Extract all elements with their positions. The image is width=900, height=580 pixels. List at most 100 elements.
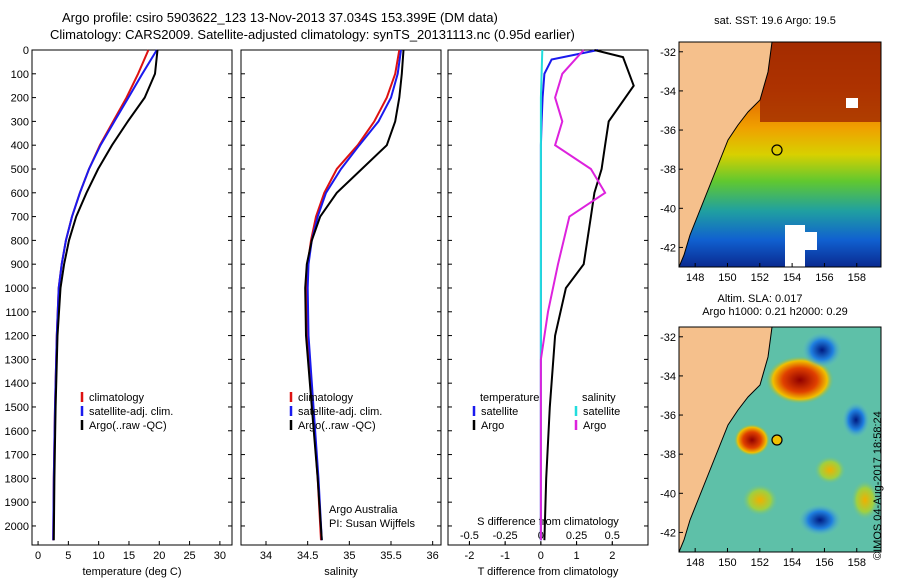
ytick-label: 600 [11, 188, 29, 200]
ytick-label: 1100 [5, 307, 29, 319]
salinity-frame [240, 49, 442, 546]
ytick-label: 1200 [5, 331, 29, 343]
xtick-label: 34 [260, 550, 272, 562]
ytick-label: 1800 [5, 473, 29, 485]
sla-map-title: Altim. SLA: 0.017 [718, 293, 803, 305]
sla-eddy-warm-4 [742, 484, 778, 516]
map-xtick-label: 154 [783, 557, 801, 569]
s-tick-label: -0.25 [493, 530, 518, 542]
ytick-label: 0 [23, 45, 29, 57]
xtick-label: -1 [500, 550, 510, 562]
difference-series-t-argo [543, 49, 635, 541]
sla-map-frame [678, 326, 882, 553]
legend-label: satellite [481, 406, 518, 418]
ytick-label: 2000 [5, 521, 29, 533]
legend-label: satellite-adj. clim. [298, 406, 382, 418]
map-ytick-label: -40 [660, 203, 676, 215]
temperature-panel: 0100200300400500600700800900100011001200… [5, 45, 233, 578]
legend-label: Argo [481, 420, 504, 432]
legend-header-temperature: temperature [480, 392, 539, 404]
sla-eddy-cold-1 [802, 332, 842, 368]
s-tick-label: 0.25 [566, 530, 587, 542]
sst-coastline [679, 42, 773, 267]
s-tick-label: -0.5 [460, 530, 479, 542]
difference-series-s-argo [539, 49, 607, 541]
legend-label: satellite-adj. clim. [89, 406, 173, 418]
xtick-label: 25 [183, 550, 195, 562]
ytick-label: 1500 [5, 402, 29, 414]
legend-label: Argo(..raw -QC) [89, 420, 167, 432]
map-xtick-label: 152 [751, 272, 769, 284]
figure-title-line1: Argo profile: csiro 5903622_123 13-Nov-2… [62, 10, 498, 25]
figure-title-line2: Climatology: CARS2009. Satellite-adjuste… [50, 27, 575, 42]
map-ytick-label: -32 [660, 47, 676, 59]
ytick-label: 400 [11, 140, 29, 152]
ytick-label: 300 [11, 116, 29, 128]
map-ytick-label: -42 [660, 527, 676, 539]
ytick-label: 100 [11, 69, 29, 81]
xtick-label: 0 [538, 550, 544, 562]
legend-header-salinity: salinity [582, 392, 616, 404]
ytick-label: 200 [11, 93, 29, 105]
salinity-annotation: PI: Susan Wijffels [329, 518, 415, 530]
sst-nodata-3 [846, 98, 858, 108]
sst-land [679, 42, 772, 267]
map-xtick-label: 150 [718, 557, 736, 569]
map-ytick-label: -36 [660, 410, 676, 422]
sst-nodata-1 [785, 225, 805, 267]
map-ytick-label: -38 [660, 164, 676, 176]
temperature-xlabel: temperature (deg C) [82, 566, 181, 578]
difference-xlabel: T difference from climatology [478, 566, 619, 578]
legend-label: climatology [89, 392, 145, 404]
salinity-series-satellite-adj-clim- [306, 49, 402, 541]
difference-frame [447, 49, 649, 546]
ytick-label: 1400 [5, 378, 29, 390]
xtick-label: 0 [35, 550, 41, 562]
legend-label: climatology [298, 392, 354, 404]
sla-eddy-cold-2 [842, 402, 870, 438]
sla-map-subtitle: Argo h1000: 0.21 h2000: 0.29 [702, 306, 848, 318]
xtick-label: 35 [343, 550, 355, 562]
legend-label: Argo(..raw -QC) [298, 420, 376, 432]
difference-panel: -2 -1 0 1 2 T difference from climatology S di… [447, 49, 649, 578]
sla-eddy-warm-1 [766, 356, 834, 404]
map-xtick-label: 148 [686, 557, 704, 569]
legend-label: satellite [583, 406, 620, 418]
map-xtick-label: 156 [815, 272, 833, 284]
ytick-label: 800 [11, 235, 29, 247]
temperature-frame [31, 49, 233, 546]
xtick-label: 1 [574, 550, 580, 562]
ytick-label: 700 [11, 212, 29, 224]
sst-warm-core [760, 42, 881, 122]
sst-map: sat. SST: 19.6 Argo: 19.5 148 150 152 154 15… [660, 15, 882, 284]
sst-map-title: sat. SST: 19.6 Argo: 19.5 [714, 15, 836, 27]
xtick-label: 15 [123, 550, 135, 562]
map-ytick-label: -36 [660, 125, 676, 137]
sla-argo-marker [771, 434, 783, 446]
sla-eddy-warm-2 [734, 424, 770, 456]
sla-coastline [679, 327, 773, 552]
sla-eddy-cold-3 [798, 504, 842, 536]
xtick-label: 2 [609, 550, 615, 562]
difference-xlabel-top: S difference from climatology [477, 516, 619, 528]
salinity-panel: 34 34.5 35 35.5 36 salinity climatology satelli… [240, 49, 442, 578]
map-ytick-label: -34 [660, 371, 676, 383]
ytick-label: 900 [11, 259, 29, 271]
temperature-series-argo-raw-qc- [52, 49, 159, 541]
xtick-label: 36 [427, 550, 439, 562]
sst-argo-marker [771, 144, 783, 156]
ytick-label: 1700 [5, 450, 29, 462]
ytick-label: 1300 [5, 354, 29, 366]
salinity-series-argo-raw-qc- [304, 49, 405, 541]
xtick-label: 5 [65, 550, 71, 562]
sst-nodata-2 [805, 232, 817, 250]
xtick-label: 35.5 [380, 550, 401, 562]
map-xtick-label: 148 [686, 272, 704, 284]
map-xtick-label: 156 [815, 557, 833, 569]
legend-label: Argo [583, 420, 606, 432]
xtick-label: -2 [465, 550, 475, 562]
salinity-xlabel: salinity [324, 566, 358, 578]
xtick-label: 10 [93, 550, 105, 562]
map-ytick-label: -38 [660, 449, 676, 461]
